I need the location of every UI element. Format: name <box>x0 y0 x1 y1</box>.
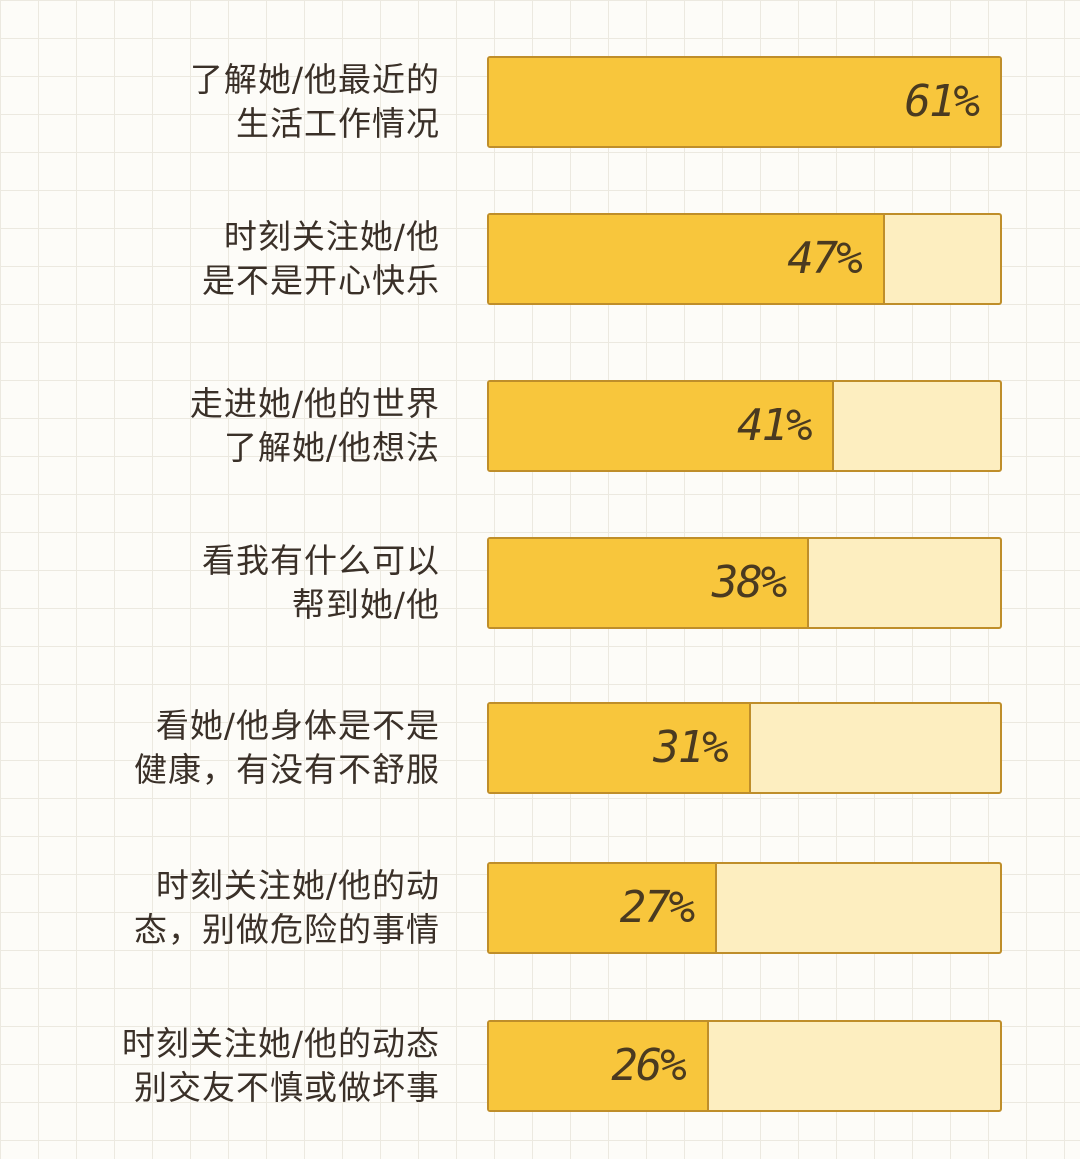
bar-fill: 26% <box>489 1022 709 1110</box>
bar-fill: 41% <box>489 382 835 470</box>
category-label-line: 时刻关注她/他 <box>223 217 440 256</box>
data-label: 31% <box>653 722 728 773</box>
category-label: 走进她/他的世界了解她/他想法 <box>40 380 440 472</box>
bar-track: 26% <box>487 1020 1002 1112</box>
category-label-line: 了解她/他最近的 <box>189 60 440 99</box>
category-label: 时刻关注她/他的动态别交友不慎或做坏事 <box>40 1020 440 1112</box>
category-label-line: 是不是开心快乐 <box>202 261 440 300</box>
bar-track: 41% <box>487 380 1002 472</box>
bar-row: 时刻关注她/他的动态别交友不慎或做坏事 26% <box>0 1020 1080 1112</box>
category-label: 时刻关注她/他的动态，别做危险的事情 <box>40 862 440 954</box>
bar-track: 31% <box>487 702 1002 794</box>
category-label-line: 别交友不慎或做坏事 <box>134 1068 440 1107</box>
data-label: 27% <box>619 882 695 933</box>
bar-track: 61% <box>487 56 1002 148</box>
data-label: 38% <box>711 557 787 608</box>
bar-row: 看我有什么可以帮到她/他 38% <box>0 537 1080 629</box>
category-label-line: 看我有什么可以 <box>202 541 440 580</box>
bar-fill: 31% <box>489 704 751 792</box>
bar-row: 时刻关注她/他的动态，别做危险的事情 27% <box>0 862 1080 954</box>
category-label-line: 走进她/他的世界 <box>189 384 440 423</box>
category-label-line: 健康，有没有不舒服 <box>134 750 440 789</box>
bar-fill: 61% <box>489 58 1000 146</box>
bar-row: 走进她/他的世界了解她/他想法 41% <box>0 380 1080 472</box>
data-label: 47% <box>787 233 862 284</box>
category-label-line: 了解她/他想法 <box>223 428 440 467</box>
category-label: 看我有什么可以帮到她/他 <box>40 537 440 629</box>
bar-fill: 47% <box>489 215 885 303</box>
category-label-line: 时刻关注她/他的动 <box>155 866 440 905</box>
category-label-line: 帮到她/他 <box>291 585 440 624</box>
bar-row: 时刻关注她/他是不是开心快乐 47% <box>0 213 1080 305</box>
category-label-line: 生活工作情况 <box>236 104 440 143</box>
bar-track: 38% <box>487 537 1002 629</box>
bar-track: 27% <box>487 862 1002 954</box>
category-label: 了解她/他最近的生活工作情况 <box>40 56 440 148</box>
data-label: 61% <box>904 76 980 127</box>
bar-track: 47% <box>487 213 1002 305</box>
category-label-line: 态，别做危险的事情 <box>134 910 440 949</box>
category-label-line: 看她/他身体是不是 <box>155 706 440 745</box>
bar-fill: 27% <box>489 864 718 952</box>
bar-row: 看她/他身体是不是健康，有没有不舒服 31% <box>0 702 1080 794</box>
category-label: 看她/他身体是不是健康，有没有不舒服 <box>40 702 440 794</box>
bar-fill: 38% <box>489 539 810 627</box>
category-label-line: 时刻关注她/他的动态 <box>121 1024 440 1063</box>
category-label: 时刻关注她/他是不是开心快乐 <box>40 213 440 305</box>
bar-row: 了解她/他最近的生活工作情况 61% <box>0 56 1080 148</box>
data-label: 26% <box>611 1040 686 1091</box>
data-label: 41% <box>736 400 812 451</box>
